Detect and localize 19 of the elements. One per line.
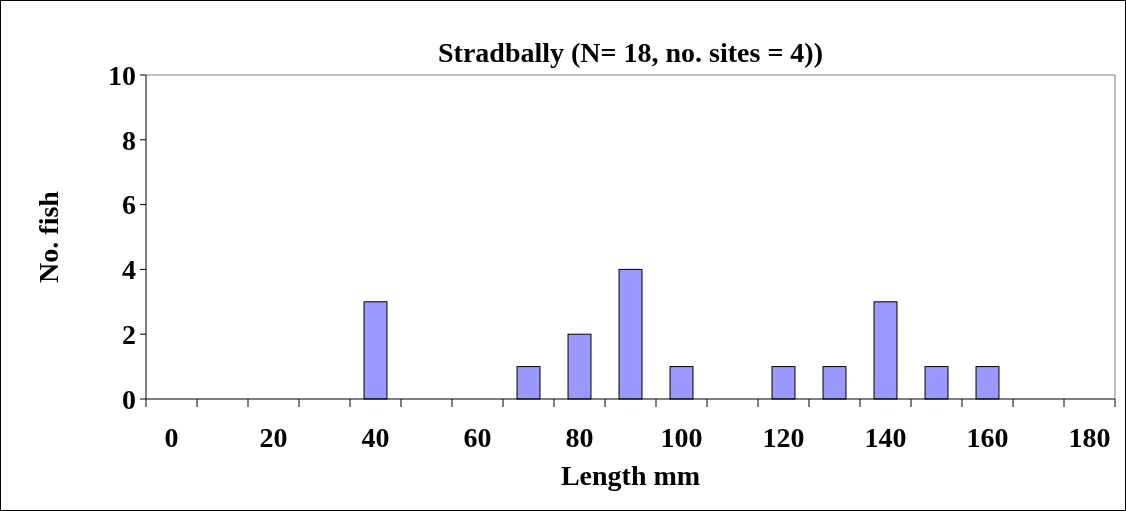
x-tick-label: 160 bbox=[966, 422, 1009, 453]
x-tick-label: 140 bbox=[864, 422, 907, 453]
chart-title: Stradbally (N= 18, no. sites = 4)) bbox=[437, 37, 824, 68]
x-tick-label: 20 bbox=[259, 422, 288, 453]
y-axis-title: No. fish bbox=[33, 190, 64, 283]
x-tick-label: 0 bbox=[164, 422, 179, 453]
x-tick-label: 80 bbox=[565, 422, 594, 453]
x-axis-title: Length mm bbox=[560, 460, 701, 491]
y-tick-label: 4 bbox=[122, 254, 136, 286]
x-tick-label: 100 bbox=[660, 422, 703, 453]
x-tick-label: 40 bbox=[361, 422, 390, 453]
y-tick-label: 0 bbox=[122, 383, 136, 415]
x-tick-label: 60 bbox=[463, 422, 492, 453]
y-tick-label: 2 bbox=[122, 319, 136, 350]
y-tick-label: 10 bbox=[108, 59, 136, 91]
x-tick-label: 120 bbox=[762, 422, 805, 453]
x-tick-label: 180 bbox=[1068, 422, 1111, 453]
y-tick-label: 6 bbox=[122, 189, 136, 221]
y-tick-label: 8 bbox=[122, 124, 136, 156]
